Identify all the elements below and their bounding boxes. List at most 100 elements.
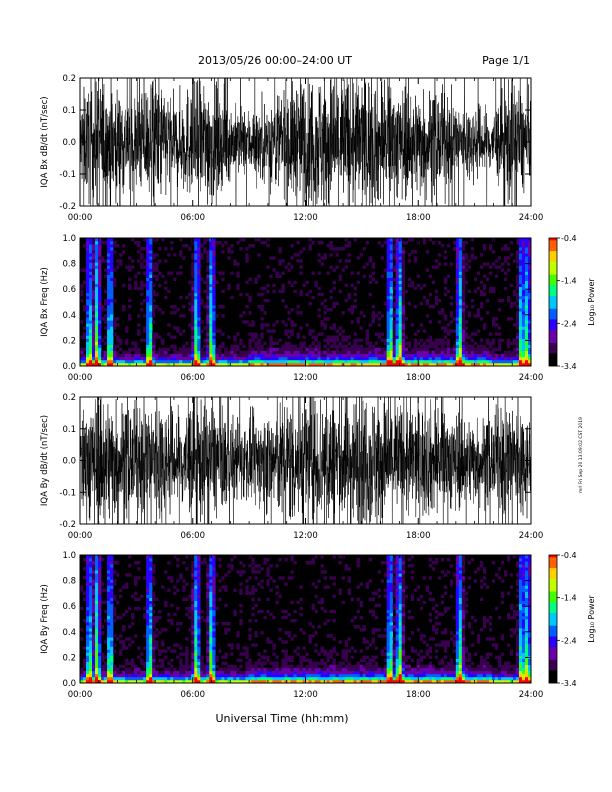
spectrogram-cell: [107, 594, 111, 598]
spectrogram-cell: [206, 670, 210, 675]
spectrogram-cell: [482, 362, 487, 367]
spectrogram-cell: [92, 625, 96, 629]
spectrogram-cell: [89, 344, 93, 349]
spectrogram-cell: [266, 323, 270, 327]
spectrogram-cell: [170, 353, 174, 358]
spectrogram-cell: [86, 576, 90, 580]
spectrogram-cell: [257, 353, 261, 358]
spectrogram-cell: [158, 658, 162, 662]
spectrogram-cell: [506, 298, 511, 303]
spectrogram-cell: [524, 326, 529, 330]
spectrogram-cell: [242, 362, 246, 367]
spectrogram-cell: [395, 570, 400, 574]
spectrogram-cell: [113, 649, 117, 653]
spectrogram-cell: [161, 338, 165, 342]
spectrogram-cell: [281, 356, 285, 361]
spectrogram-cell: [524, 362, 529, 367]
spectrogram-cell: [197, 302, 201, 306]
y-tick-label: 0.6: [62, 285, 76, 295]
spectrogram-cell: [134, 634, 138, 638]
spectrogram-cell: [101, 652, 105, 656]
spectrogram-cell: [398, 329, 403, 333]
spectrogram-cell: [299, 344, 303, 349]
spectrogram-cell: [221, 244, 225, 248]
spectrogram-cell: [191, 298, 195, 303]
spectrogram-cell: [389, 362, 393, 367]
spectrogram-cell: [194, 305, 198, 309]
spectrogram-cell: [437, 320, 442, 324]
spectrogram-cell: [101, 670, 105, 675]
spectrogram-cell: [197, 679, 201, 684]
spectrogram-cell: [488, 359, 493, 364]
spectrogram-cell: [164, 350, 168, 355]
spectrogram-cell: [356, 564, 360, 568]
spectrogram-cell: [143, 661, 147, 666]
spectrogram-cell: [95, 555, 99, 559]
spectrogram-cell: [506, 268, 511, 272]
spectrogram-cell: [257, 362, 261, 367]
spectrogram-cell: [353, 353, 357, 358]
spectrogram-cell: [521, 271, 526, 275]
spectrogram-cell: [515, 238, 520, 242]
spectrogram-cell: [101, 582, 105, 586]
spectrogram-cell: [455, 320, 460, 324]
spectrogram-cell: [125, 676, 129, 681]
spectrogram-cell: [176, 359, 180, 364]
spectrogram-cell: [389, 356, 393, 361]
spectrogram-cell: [104, 274, 108, 278]
spectrogram-cell: [209, 603, 213, 608]
spectrogram-cell: [206, 308, 210, 312]
spectrogram-cell: [293, 609, 297, 614]
spectrogram-cell: [344, 679, 348, 684]
spectrogram-cell: [98, 679, 102, 684]
spectrogram-cell: [191, 353, 195, 358]
spectrogram-cell: [149, 597, 153, 602]
spectrogram-cell: [266, 676, 270, 681]
spectrogram-cell: [104, 664, 108, 669]
spectrogram-cell: [356, 609, 360, 614]
spectrogram-cell: [224, 350, 228, 355]
spectrogram-cell: [389, 649, 393, 653]
spectrogram-cell: [398, 582, 403, 586]
spectrogram-cell: [95, 326, 99, 330]
spectrogram-cell: [521, 238, 526, 242]
spectrogram-cell: [365, 676, 369, 681]
spectrogram-cell: [257, 253, 261, 257]
spectrogram-cell: [386, 622, 390, 626]
spectrogram-cell: [95, 332, 99, 336]
spectrogram-cell: [518, 302, 523, 306]
spectrogram-cell: [368, 679, 372, 684]
spectrogram-cell: [194, 585, 198, 589]
spectrogram-cell: [203, 250, 207, 254]
spectrogram-cell: [128, 283, 132, 288]
spectrogram-cell: [455, 317, 460, 321]
spectrogram-cell: [188, 673, 192, 678]
spectrogram-cell: [152, 311, 156, 315]
spectrogram-cell: [107, 606, 111, 611]
spectrogram-cell: [239, 356, 243, 361]
spectrogram-cell: [143, 679, 147, 684]
spectrogram-cell: [185, 567, 189, 571]
spectrogram-cell: [149, 265, 153, 269]
spectrogram-cell: [185, 347, 189, 352]
spectrogram-cell: [209, 640, 213, 644]
spectrogram-cell: [206, 329, 210, 333]
spectrogram-cell: [125, 679, 129, 684]
spectrogram-cell: [176, 579, 180, 583]
spectrogram-cell: [86, 298, 90, 303]
spectrogram-cell: [194, 655, 198, 659]
spectrogram-cell: [86, 359, 90, 364]
spectrogram-cell: [446, 359, 451, 364]
spectrogram-cell: [335, 652, 339, 656]
spectrogram-cell: [236, 676, 240, 681]
spectrogram-cell: [524, 259, 529, 263]
spectrogram-cell: [218, 673, 222, 678]
spectrogram-cell: [398, 314, 403, 318]
spectrogram-cell: [290, 320, 294, 324]
spectrogram-cell: [296, 359, 300, 364]
spectrogram-cell: [107, 640, 111, 644]
spectrogram-cell: [488, 350, 493, 355]
spectrogram-cell: [110, 573, 114, 577]
spectrogram-cell: [455, 298, 460, 303]
spectrogram-cell: [125, 341, 129, 345]
